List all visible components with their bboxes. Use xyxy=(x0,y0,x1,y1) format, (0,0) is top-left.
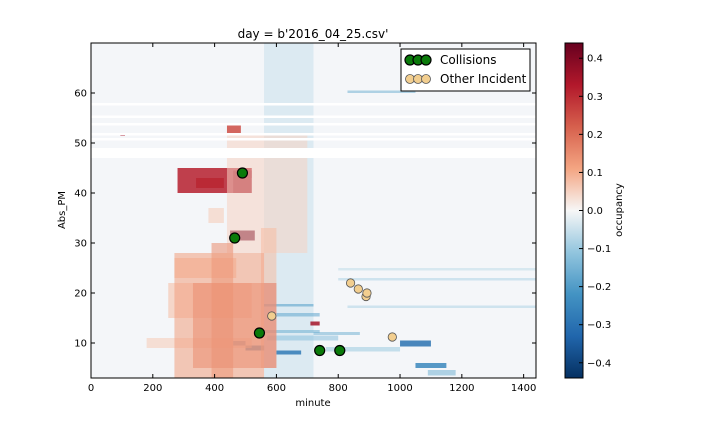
plot-area xyxy=(91,43,536,378)
other-incident-marker xyxy=(353,284,363,294)
collision-marker xyxy=(334,344,346,357)
x-tick-label: 800 xyxy=(329,383,348,394)
chart-title: day = b'2016_04_25.csv' xyxy=(238,27,389,41)
y-tick-label: 10 xyxy=(74,339,87,350)
collision-marker xyxy=(314,344,326,357)
colorbar-tick-label: −0.4 xyxy=(587,358,611,369)
legend-other-incident-marker xyxy=(421,74,431,84)
other-incident-marker xyxy=(345,278,356,288)
other-incident-marker xyxy=(267,311,277,321)
heat-region xyxy=(415,363,447,368)
y-tick-label: 20 xyxy=(74,289,87,300)
x-tick-label: 600 xyxy=(267,383,286,394)
y-axis-ticks: 10 20 30 40 50 60 xyxy=(74,89,536,350)
x-axis-ticks: 0 200 400 600 800 1000 1200 1400 xyxy=(88,43,536,394)
colorbar-ticks: 0.4 0.3 0.2 0.1 0.0 −0.1 −0.2 −0.3 −0.4 xyxy=(579,54,611,369)
heat-region xyxy=(427,370,456,376)
y-tick-label: 60 xyxy=(74,89,87,100)
heat-region xyxy=(267,335,339,341)
colorbar-tick-label: −0.2 xyxy=(587,282,611,293)
no-data-row xyxy=(91,148,536,158)
no-data-row xyxy=(91,133,536,136)
x-axis-label: minute xyxy=(295,398,330,409)
plot-frame xyxy=(90,42,537,379)
heat-region xyxy=(347,305,536,308)
x-tick-label: 400 xyxy=(205,383,224,394)
no-data-row xyxy=(91,115,536,118)
other-incident-marker xyxy=(362,288,372,298)
heat-region xyxy=(264,330,320,333)
legend: Collisions Other Incident xyxy=(400,48,531,92)
colorbar-tick-label: 0.1 xyxy=(587,168,603,179)
colorbar-tick-label: 0.0 xyxy=(587,206,603,217)
no-data-row xyxy=(91,138,536,141)
heat-region xyxy=(347,90,416,93)
colorbar-tick-label: 0.4 xyxy=(587,54,603,65)
heat-region xyxy=(400,340,431,347)
colorbar-label: occupancy xyxy=(614,183,625,237)
y-axis-label: Abs_PM xyxy=(57,191,68,229)
heat-region xyxy=(264,304,314,307)
collision-marker xyxy=(253,327,266,339)
heat-region xyxy=(208,208,224,223)
colorbar: 0.4 0.3 0.2 0.1 0.0 −0.1 −0.2 −0.3 −0.4 occupanc… xyxy=(564,42,625,379)
colorbar-tick-label: −0.1 xyxy=(587,244,611,255)
colorbar-tick-label: 0.2 xyxy=(587,130,603,141)
heat-region xyxy=(338,278,536,281)
blank-rows xyxy=(91,103,536,158)
colorbar-tick-label: 0.3 xyxy=(587,92,603,103)
legend-label: Collisions xyxy=(440,53,497,67)
heat-region xyxy=(226,123,241,133)
x-tick-label: 0 xyxy=(88,383,94,394)
legend-label: Other Incident xyxy=(440,72,527,86)
heat-region xyxy=(310,321,320,326)
collision-marker xyxy=(229,232,241,244)
y-tick-label: 40 xyxy=(74,189,87,200)
x-tick-label: 1200 xyxy=(449,383,474,394)
legend-items: Collisions Other Incident xyxy=(404,53,527,86)
collision-marker xyxy=(236,167,249,179)
other-incident-marker xyxy=(387,332,397,342)
y-tick-label: 50 xyxy=(74,139,87,150)
heat-region xyxy=(276,350,302,355)
heat-region xyxy=(174,253,265,378)
x-tick-label: 1400 xyxy=(511,383,536,394)
heat-region xyxy=(276,313,320,317)
y-tick-label: 30 xyxy=(74,239,87,250)
legend-collision-marker xyxy=(420,54,432,66)
x-tick-label: 200 xyxy=(143,383,162,394)
heat-region xyxy=(338,268,536,271)
no-data-row xyxy=(91,103,536,106)
colorbar-tick-label: −0.3 xyxy=(587,320,611,331)
incident-markers xyxy=(229,167,397,357)
x-tick-label: 1000 xyxy=(387,383,412,394)
heat-region xyxy=(313,332,360,335)
heat-region xyxy=(325,347,401,352)
heat-layer xyxy=(91,43,536,378)
no-data-row xyxy=(91,123,536,126)
